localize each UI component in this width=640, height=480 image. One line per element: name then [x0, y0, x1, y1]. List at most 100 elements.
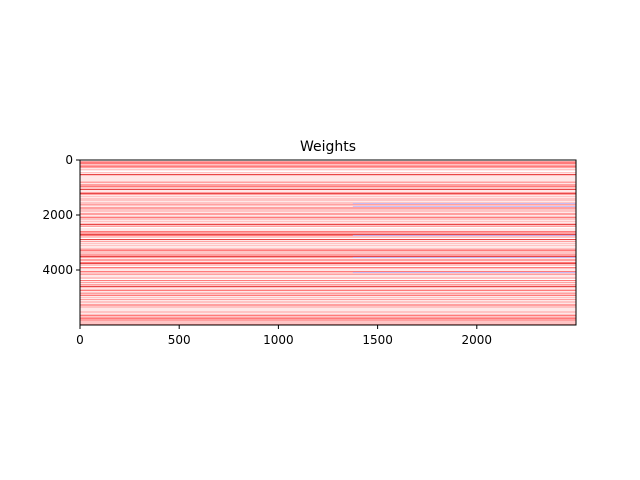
heatmap-row-stripe	[80, 170, 576, 171]
heatmap-row-stripe	[80, 316, 576, 317]
heatmap-row-stripe	[80, 238, 576, 239]
heatmap-row-stripe	[80, 228, 576, 229]
heatmap-row-stripe	[80, 227, 576, 228]
heatmap-row-stripe	[80, 248, 576, 249]
heatmap-row-stripe	[80, 162, 576, 163]
heatmap-row-stripe	[80, 259, 576, 260]
heatmap-row-stripe	[80, 291, 576, 292]
heatmap-row-stripe	[80, 217, 576, 218]
heatmap-row-stripe	[80, 200, 576, 201]
heatmap-plot-area	[80, 160, 576, 325]
heatmap-row-stripe	[80, 236, 576, 237]
x-tick-label: 1500	[362, 333, 393, 347]
heatmap-row-stripe	[80, 311, 576, 312]
heatmap-row-stripe	[80, 279, 576, 280]
heatmap-row-stripe	[80, 184, 576, 185]
heatmap-row-stripe	[80, 284, 576, 285]
heatmap-row-stripe	[80, 266, 576, 267]
heatmap-negative-stripe	[352, 235, 576, 236]
heatmap-row-stripe	[80, 206, 576, 207]
heatmap-row-stripe	[80, 233, 576, 234]
heatmap-row-stripe	[80, 231, 576, 232]
y-tick-label: 0	[65, 153, 73, 167]
heatmap-row-stripe	[80, 286, 576, 287]
heatmap-row-stripe	[80, 292, 576, 293]
heatmap-row-stripe	[80, 310, 576, 311]
heatmap-row-stripe	[80, 226, 576, 227]
heatmap-row-stripe	[80, 172, 576, 173]
heatmap-row-stripe	[80, 247, 576, 248]
heatmap-row-stripe	[80, 205, 576, 206]
heatmap-row-stripe	[80, 265, 576, 266]
heatmap-row-stripe	[80, 216, 576, 217]
heatmap-row-stripe	[80, 309, 576, 310]
heatmap-row-stripe	[80, 304, 576, 305]
heatmap-row-stripe	[80, 215, 576, 216]
x-axis: 0 500 1000 1500 2000	[76, 325, 492, 347]
heatmap-row-stripe	[80, 308, 576, 309]
heatmap-row-stripe	[80, 280, 576, 281]
heatmap-row-stripe	[80, 323, 576, 324]
heatmap-row-stripe	[80, 190, 576, 191]
heatmap-row-stripe	[80, 260, 576, 261]
heatmap-row-stripe	[80, 218, 576, 219]
heatmap-row-stripe	[80, 249, 576, 250]
heatmap-row-stripe	[80, 282, 576, 283]
heatmap-row-stripe	[80, 306, 576, 307]
heatmap-row-stripe	[80, 212, 576, 213]
heatmap-row-stripe	[80, 262, 576, 263]
heatmap-row-stripe	[80, 183, 576, 184]
heatmap-row-stripe	[80, 273, 576, 274]
heatmap-row-stripe	[80, 302, 576, 303]
heatmap-row-stripe	[80, 246, 576, 247]
heatmap-row-stripe	[80, 180, 576, 181]
heatmap-row-stripe	[80, 274, 576, 275]
heatmap-row-stripe	[80, 295, 576, 296]
heatmap-negative-stripe	[352, 206, 576, 207]
heatmap-row-stripe	[80, 254, 576, 255]
chart-title: Weights	[300, 139, 356, 155]
heatmap-row-stripe	[80, 196, 576, 197]
heatmap-row-stripe	[80, 186, 576, 187]
heatmap-row-stripe	[80, 181, 576, 182]
heatmap-row-stripe	[80, 253, 576, 254]
heatmap-row-stripe	[80, 182, 576, 183]
heatmap-row-stripe	[80, 173, 576, 174]
heatmap-row-stripe	[80, 288, 576, 289]
heatmap-row-stripe	[80, 176, 576, 177]
heatmap-row-stripe	[80, 179, 576, 180]
heatmap-row-stripe	[80, 167, 576, 168]
heatmap-row-stripe	[80, 276, 576, 277]
heatmap-row-stripe	[80, 264, 576, 265]
heatmap-row-stripe	[80, 237, 576, 238]
heatmap-row-stripe	[80, 193, 576, 194]
heatmap-row-stripe	[80, 240, 576, 241]
heatmap-row-stripe	[80, 214, 576, 215]
heatmap-row-stripe	[80, 270, 576, 271]
heatmap-row-stripe	[80, 178, 576, 179]
heatmap-row-stripe	[80, 251, 576, 252]
heatmap-row-stripe	[80, 278, 576, 279]
heatmap-row-stripe	[80, 320, 576, 321]
heatmap-row-stripe	[80, 283, 576, 284]
heatmap-row-stripe	[80, 294, 576, 295]
y-tick-label: 2000	[42, 208, 73, 222]
heatmap-row-stripe	[80, 301, 576, 302]
heatmap-row-stripe	[80, 221, 576, 222]
heatmap-row-stripe	[80, 255, 576, 256]
x-tick-label: 0	[76, 333, 84, 347]
heatmap-row-stripe	[80, 281, 576, 282]
heatmap-row-stripe	[80, 299, 576, 300]
heatmap-row-stripe	[80, 169, 576, 170]
heatmap-row-stripe	[80, 210, 576, 211]
x-tick-label: 1000	[263, 333, 294, 347]
heatmap-row-stripe	[80, 303, 576, 304]
heatmap-row-stripe	[80, 209, 576, 210]
heatmap-row-stripe	[80, 268, 576, 269]
heatmap-row-stripe	[80, 175, 576, 176]
heatmap-row-stripe	[80, 296, 576, 297]
heatmap-row-stripe	[80, 243, 576, 244]
heatmap-row-stripe	[80, 263, 576, 264]
heatmap-row-stripe	[80, 166, 576, 167]
heatmap-row-stripe	[80, 191, 576, 192]
